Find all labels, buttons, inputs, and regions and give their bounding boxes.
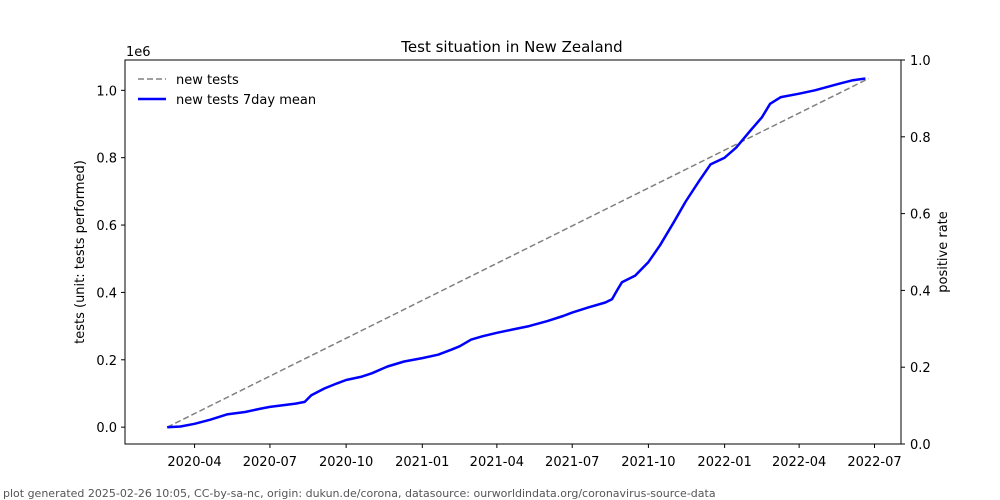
y-tick-label: 1.0 xyxy=(96,84,117,99)
y2-tick-label: 1.0 xyxy=(910,54,931,69)
legend: new tests new tests 7day mean xyxy=(138,73,316,108)
legend-label-new-tests: new tests xyxy=(176,73,239,88)
x-tick-label: 2021-07 xyxy=(545,455,599,470)
x-axis: 2020-04 2020-07 2020-10 2021-01 2021-04 2021-… xyxy=(167,444,902,470)
y-offset-label: 1e6 xyxy=(126,45,151,60)
series-line-new-tests-7day-mean xyxy=(167,77,866,429)
y-tick-label: 0.2 xyxy=(96,354,117,369)
x-tick-label: 2020-07 xyxy=(243,455,297,470)
y-tick-label: 0.8 xyxy=(96,152,117,167)
x-tick-label: 2022-04 xyxy=(772,455,826,470)
y2-tick-label: 0.8 xyxy=(910,131,931,146)
legend-label-new-tests-7day-mean: new tests 7day mean xyxy=(176,93,316,108)
footer-credit: plot generated 2025-02-26 10:05, CC-by-s… xyxy=(3,487,716,500)
x-tick-label: 2022-01 xyxy=(697,455,751,470)
y-tick-label: 0.4 xyxy=(96,286,117,301)
x-tick-label: 2020-04 xyxy=(167,455,221,470)
x-tick-label: 2021-04 xyxy=(470,455,524,470)
y-axis: 0.0 0.2 0.4 0.6 0.8 1.0 xyxy=(96,84,125,436)
plot-area xyxy=(166,77,870,429)
chart-title: Test situation in New Zealand xyxy=(400,38,622,56)
y2-axis: 0.0 0.2 0.4 0.6 0.8 1.0 xyxy=(901,54,931,453)
x-tick-label: 2021-10 xyxy=(621,455,675,470)
series-line-new-tests xyxy=(166,77,870,428)
y-axis-label: tests (unit: tests performed) xyxy=(73,160,88,344)
plot-frame xyxy=(124,59,902,445)
y2-axis-label: positive rate xyxy=(936,211,951,293)
x-tick-label: 2022-07 xyxy=(847,455,901,470)
y-tick-label: 0.6 xyxy=(96,219,117,234)
x-tick-label: 2021-01 xyxy=(395,455,449,470)
y-tick-label: 0.0 xyxy=(96,421,117,436)
x-tick-label: 2020-10 xyxy=(319,455,373,470)
y2-tick-label: 0.4 xyxy=(910,284,931,299)
y2-tick-label: 0.6 xyxy=(910,208,931,223)
y2-tick-label: 0.2 xyxy=(910,361,931,376)
y2-tick-label: 0.0 xyxy=(910,438,931,453)
